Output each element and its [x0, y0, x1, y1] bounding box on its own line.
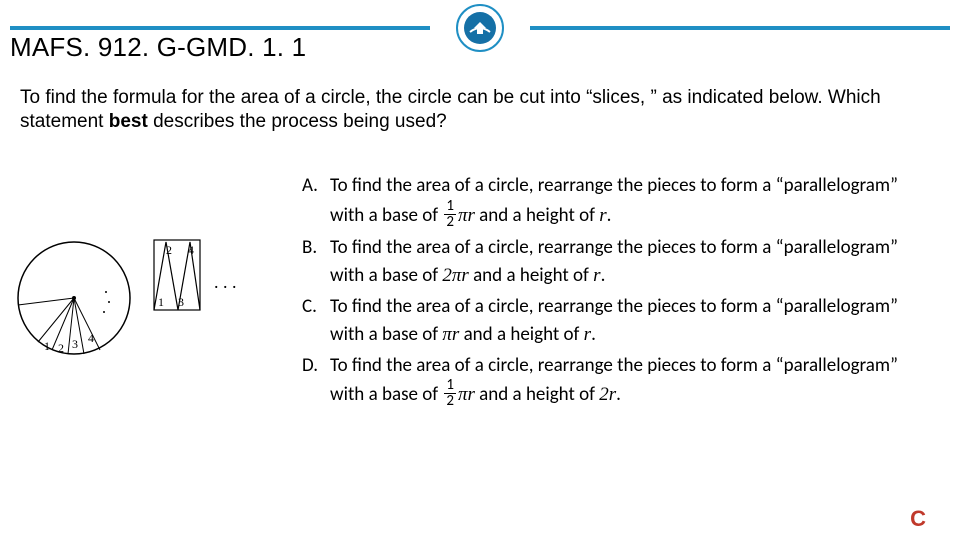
rearranged-bottom-3: 3 — [178, 295, 184, 309]
answer-choices: A. To find the area of a circle, rearran… — [302, 172, 932, 413]
header-rule-right — [530, 26, 950, 30]
choice-a: A. To find the area of a circle, rearran… — [302, 172, 932, 232]
choice-a-label: A. — [302, 172, 330, 197]
choice-d-label: D. — [302, 352, 330, 377]
rearranged-bottom-1: 1 — [158, 295, 164, 309]
header-rule-left — [10, 26, 430, 30]
correct-answer: C — [910, 506, 926, 532]
choice-d-body: To find the area of a circle, rearrange … — [330, 352, 932, 412]
fraction-icon: 12 — [444, 199, 456, 230]
choice-a-body: To find the area of a circle, rearrange … — [330, 172, 932, 232]
standard-code: MAFS. 912. G-GMD. 1. 1 — [10, 32, 306, 63]
circle-sector-4: 4 — [88, 331, 94, 345]
choice-b-body: To find the area of a circle, rearrange … — [330, 234, 932, 291]
school-logo-icon — [456, 4, 504, 57]
circle-sector-2: 2 — [58, 341, 64, 355]
choice-d: D. To find the area of a circle, rearran… — [302, 352, 932, 412]
question-text: To find the formula for the area of a ci… — [20, 86, 930, 135]
diagram-ellipsis: . . . — [214, 272, 237, 292]
question-suffix: describes the process being used? — [148, 111, 447, 132]
choice-c: C. To find the area of a circle, rearran… — [302, 293, 932, 350]
choice-c-body: To find the area of a circle, rearrange … — [330, 293, 932, 350]
question-emphasis: best — [109, 111, 148, 132]
rearranged-top-2: 2 — [166, 243, 172, 257]
choice-c-label: C. — [302, 293, 330, 318]
circle-sector-1: 1 — [44, 339, 50, 353]
header — [0, 0, 960, 34]
circle-sector-3: 3 — [72, 337, 78, 351]
fraction-icon: 12 — [444, 378, 456, 409]
slices-diagram: 1 2 3 4 2 4 1 3 . . . — [14, 230, 274, 380]
rearranged-top-4: 4 — [188, 243, 194, 257]
choice-b: B. To find the area of a circle, rearran… — [302, 234, 932, 291]
choice-b-label: B. — [302, 234, 330, 259]
